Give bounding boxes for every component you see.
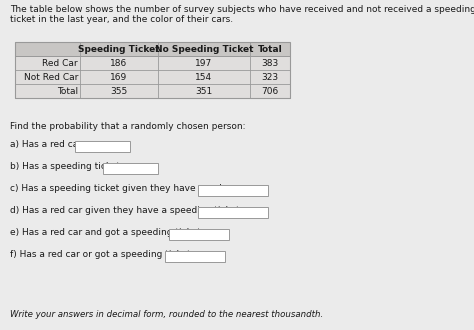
Text: f) Has a red car or got a speeding ticket.: f) Has a red car or got a speeding ticke… <box>10 250 193 259</box>
Text: 169: 169 <box>110 73 128 82</box>
Text: The table below shows the number of survey subjects who have received and not re: The table below shows the number of surv… <box>10 5 474 14</box>
Text: Red Car: Red Car <box>42 58 78 68</box>
Bar <box>15 56 290 70</box>
Bar <box>169 229 228 240</box>
Text: 323: 323 <box>262 73 279 82</box>
Text: 351: 351 <box>195 86 213 95</box>
Text: 355: 355 <box>110 86 128 95</box>
Text: ticket in the last year, and the color of their cars.: ticket in the last year, and the color o… <box>10 15 233 24</box>
Text: 383: 383 <box>261 58 279 68</box>
Text: 706: 706 <box>261 86 279 95</box>
Bar <box>15 42 290 56</box>
Text: 186: 186 <box>110 58 128 68</box>
Bar <box>198 185 268 196</box>
Bar <box>165 251 225 262</box>
Text: Speeding Ticket: Speeding Ticket <box>78 45 160 53</box>
Text: e) Has a red car and got a speeding ticket.: e) Has a red car and got a speeding tick… <box>10 228 204 237</box>
Text: Find the probability that a randomly chosen person:: Find the probability that a randomly cho… <box>10 122 246 131</box>
Text: a) Has a red car.: a) Has a red car. <box>10 140 84 149</box>
Bar <box>15 42 290 98</box>
Bar <box>15 84 290 98</box>
Text: c) Has a speeding ticket given they have a red car.: c) Has a speeding ticket given they have… <box>10 184 241 193</box>
Bar <box>103 163 158 174</box>
Text: 154: 154 <box>195 73 212 82</box>
Text: d) Has a red car given they have a speeding ticket.: d) Has a red car given they have a speed… <box>10 206 243 215</box>
Text: b) Has a speeding ticket.: b) Has a speeding ticket. <box>10 162 123 171</box>
Text: Not Red Car: Not Red Car <box>24 73 78 82</box>
Bar <box>74 141 129 152</box>
Text: Total: Total <box>57 86 78 95</box>
Text: Total: Total <box>258 45 283 53</box>
Text: No Speeding Ticket: No Speeding Ticket <box>155 45 253 53</box>
Bar <box>15 70 290 84</box>
Text: Write your answers in decimal form, rounded to the nearest thousandth.: Write your answers in decimal form, roun… <box>10 310 323 319</box>
Bar <box>198 207 268 218</box>
Text: 197: 197 <box>195 58 213 68</box>
